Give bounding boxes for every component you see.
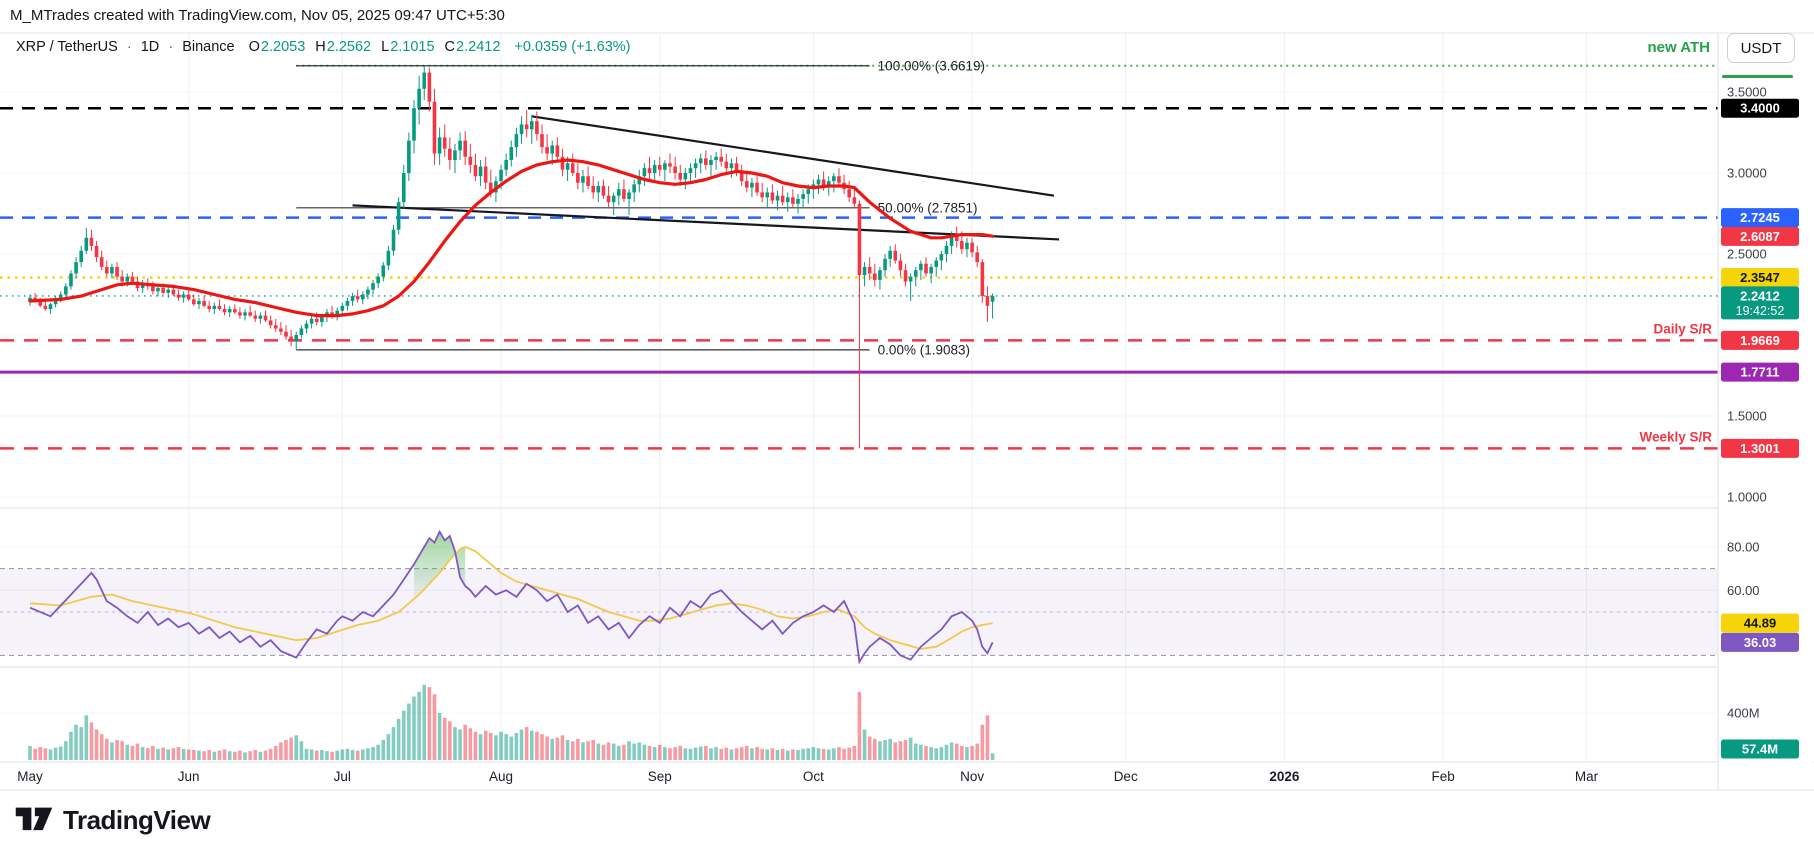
legend-separator: · — [168, 39, 174, 55]
fib-label: 0.00% (1.9083) — [878, 342, 970, 357]
rsi-ma-line — [29, 545, 993, 650]
fib-label: 100.00% (3.6619) — [878, 58, 985, 73]
time-axis[interactable]: May Jun Jul Aug Sep Oct Nov Dec 2026 Feb Mar — [17, 769, 1598, 784]
time-axis-label: Jul — [334, 769, 351, 784]
axis-badge-1.3001: 1.3001 — [1721, 438, 1799, 458]
axis-badge-1.9669: 1.9669 — [1721, 330, 1799, 350]
currency-toggle-button[interactable]: USDT — [1727, 33, 1795, 63]
gridlines — [0, 33, 1718, 762]
change-label: +0.0359 (+1.63%) — [514, 39, 631, 55]
volume-tick: 400M — [1727, 706, 1760, 721]
fib-label: 50.00% (2.7851) — [878, 200, 978, 215]
svg-text:2.2412: 2.2412 — [1740, 288, 1780, 303]
svg-text:2.7245: 2.7245 — [1740, 210, 1780, 225]
fib-retracement[interactable]: 100.00% (3.6619) 50.00% (2.7851) 0.00% (1.… — [296, 58, 1718, 357]
svg-text:2.3547: 2.3547 — [1740, 270, 1780, 285]
price-tick: 2.5000 — [1727, 247, 1767, 262]
rsi-tick: 60.00 — [1727, 583, 1760, 598]
svg-text:1.7711: 1.7711 — [1740, 365, 1779, 380]
candlestick-series — [28, 66, 995, 449]
tradingview-logo-text: TradingView — [63, 805, 211, 835]
sr-note: Weekly S/R — [1639, 429, 1712, 444]
svg-text:19:42:52: 19:42:52 — [1736, 304, 1785, 318]
axis-badge-57.4M: 57.4M — [1721, 739, 1799, 759]
currency-active-underline — [1722, 75, 1793, 78]
svg-text:3.4000: 3.4000 — [1740, 101, 1780, 116]
price-tick: 3.0000 — [1727, 166, 1767, 181]
volume-series — [28, 684, 995, 760]
symbol-name: XRP / TetherUS — [16, 39, 118, 55]
time-axis-label: Sep — [648, 769, 672, 784]
svg-text:36.03: 36.03 — [1744, 635, 1777, 650]
price-tick: 1.0000 — [1727, 490, 1767, 505]
trendline-1[interactable] — [531, 115, 1055, 197]
time-axis-label: Dec — [1114, 769, 1138, 784]
axis-badge-36.03: 36.03 — [1721, 632, 1799, 652]
time-axis-label: Oct — [803, 769, 824, 784]
time-axis-label: May — [17, 769, 43, 784]
svg-text:1.3001: 1.3001 — [1740, 441, 1780, 456]
legend-separator: · — [126, 39, 132, 55]
price-axis[interactable] — [1719, 34, 1813, 789]
price-tick: 3.5000 — [1727, 85, 1767, 100]
time-axis-label: Aug — [489, 769, 513, 784]
axis-badge-1.7711: 1.7711 — [1721, 362, 1799, 382]
rsi-tick: 80.00 — [1727, 539, 1760, 554]
ohlc-values: O2.2053 H2.2562 L2.1015 C2.2412 — [248, 39, 501, 55]
svg-text:1.9669: 1.9669 — [1740, 333, 1780, 348]
svg-text:2.6087: 2.6087 — [1740, 229, 1780, 244]
rsi-pane — [0, 529, 1718, 665]
sr-note: Daily S/R — [1653, 321, 1712, 336]
interval-label: 1D — [140, 39, 160, 55]
tradingview-logo[interactable]: TradingView — [14, 800, 211, 841]
axis-badge-2.7245: 2.7245 — [1721, 208, 1799, 228]
rsi-overbought-fill — [414, 531, 466, 599]
time-axis-label: Nov — [960, 769, 984, 784]
time-axis-label: Jun — [178, 769, 200, 784]
rsi-line — [29, 529, 994, 665]
time-axis-label: Feb — [1431, 769, 1454, 784]
axis-badge-3.4000: 3.4000 — [1721, 98, 1799, 118]
axis-badge-2.6087: 2.6087 — [1721, 226, 1799, 246]
axis-badge-44.89: 44.89 — [1721, 613, 1799, 633]
chart-canvas[interactable]: 100.00% (3.6619) 50.00% (2.7851) 0.00% (1.… — [0, 0, 1814, 795]
tradingview-logo-icon — [14, 800, 54, 841]
ma-line — [28, 158, 995, 318]
new-ath-label: new ATH — [1647, 39, 1711, 56]
symbol-legend[interactable]: XRP / TetherUS · 1D · Binance O2.2053 H2.… — [16, 39, 631, 55]
time-axis-label: 2026 — [1269, 769, 1300, 784]
attribution-text: M_MTrades created with TradingView.com, … — [10, 7, 505, 24]
time-axis-label: Mar — [1575, 769, 1599, 784]
axis-badge-2.3547: 2.3547 — [1721, 268, 1799, 288]
price-tick: 1.5000 — [1727, 409, 1767, 424]
svg-text:57.4M: 57.4M — [1742, 742, 1778, 757]
svg-text:44.89: 44.89 — [1744, 616, 1777, 631]
exchange-label: Binance — [182, 39, 235, 55]
